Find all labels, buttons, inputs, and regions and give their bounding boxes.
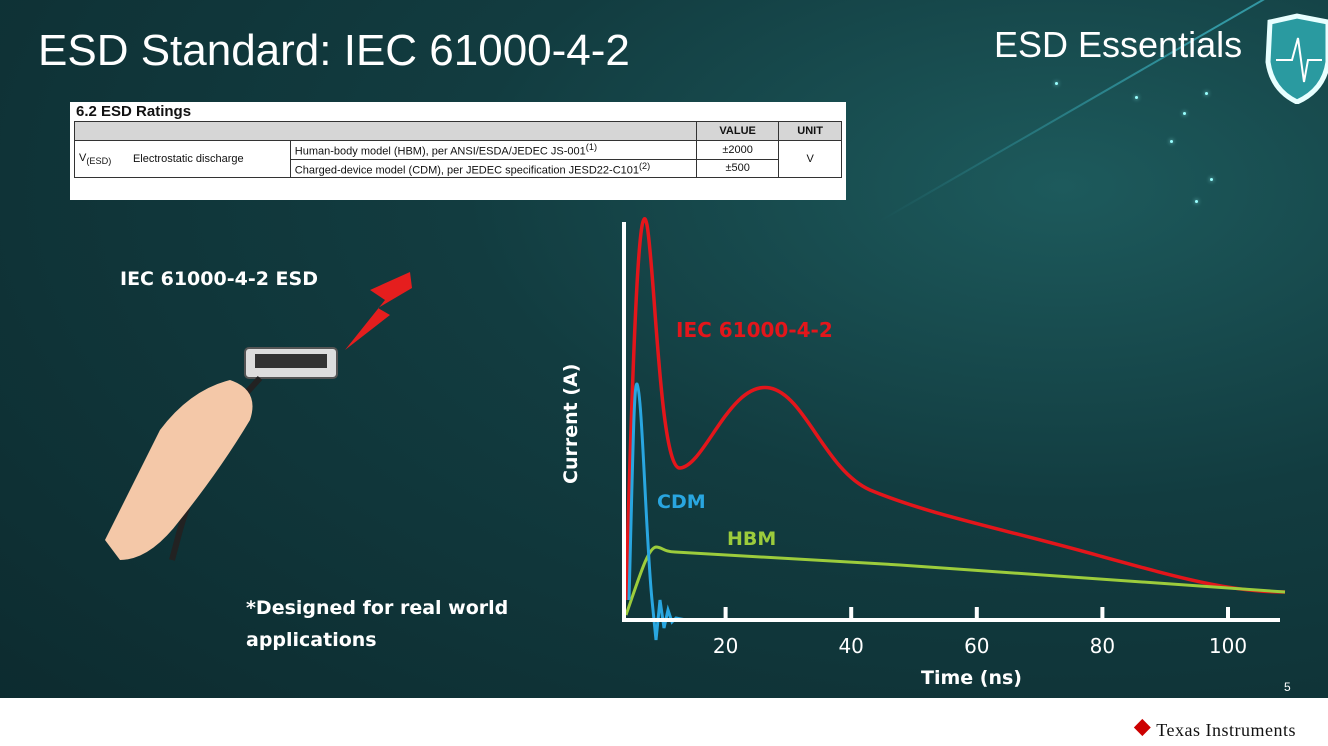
col-value: VALUE (695, 121, 780, 141)
table-row: V(ESD) Electrostatic discharge Human-bod… (73, 139, 842, 179)
note: *Designed for real world applications (246, 592, 508, 656)
hand-hdmi-illustration (105, 272, 412, 561)
footer: ⯁ Texas Instruments (0, 698, 1328, 746)
lightning-icon (345, 272, 412, 350)
esd-ratings-table: 6.2 ESD Ratings VALUE UNIT V(ESD) Electro… (70, 102, 846, 200)
x-tick-label: 60 (964, 634, 990, 658)
footnote: (2) (639, 160, 651, 171)
star (1135, 96, 1138, 99)
legend-cdm: CDM (657, 491, 706, 513)
x-tick-label: 100 (1208, 634, 1248, 658)
hand (105, 380, 253, 560)
value: ±2000 (695, 140, 780, 160)
unit: V (778, 139, 842, 179)
x-axis-label: Time (ns) (921, 667, 1022, 689)
condition: Human-body model (HBM), per ANSI/ESDA/JE… (294, 145, 586, 158)
iec-esd-label: IEC 61000-4-2 ESD (120, 268, 318, 290)
star (1183, 112, 1186, 115)
ti-logo: ⯁ Texas Instruments (1133, 716, 1296, 742)
parameter: Electrostatic discharge (128, 139, 291, 179)
footnote: (1) (585, 142, 597, 152)
series-line-iec (624, 217, 1286, 601)
star (1205, 92, 1208, 95)
x-tick-label: 20 (712, 634, 739, 658)
x-tick-label: 80 (1089, 634, 1116, 658)
x-tick-label: 40 (838, 634, 864, 658)
legend-iec: IEC 61000-4-2 (676, 318, 833, 342)
star (1195, 200, 1198, 203)
legend-hbm: HBM (727, 528, 777, 550)
star (1170, 140, 1173, 143)
ti-logo-icon: ⯁ (1133, 716, 1152, 741)
ti-logo-text: Texas Instruments (1156, 720, 1296, 740)
series-line-cdm (627, 382, 687, 641)
note-line: applications (246, 629, 377, 651)
symbol-sub: (ESD) (86, 156, 112, 167)
symbol: V (79, 152, 87, 165)
value: ±500 (695, 158, 780, 179)
table-heading: 6.2 ESD Ratings (76, 103, 192, 120)
star (1210, 178, 1213, 181)
series-line-hbm (624, 545, 1286, 616)
table-row: Charged-device model (CDM), per JEDEC sp… (75, 158, 842, 179)
brand-title: ESD Essentials (994, 24, 1243, 65)
star (1055, 82, 1058, 85)
page-number: 5 (1284, 680, 1291, 694)
condition: Charged-device model (CDM), per JEDEC sp… (294, 164, 639, 177)
slide-title: ESD Standard: IEC 61000-4-2 (38, 26, 630, 75)
y-axis-label: Current (A) (560, 363, 582, 484)
note-line: *Designed for real world (246, 597, 509, 619)
